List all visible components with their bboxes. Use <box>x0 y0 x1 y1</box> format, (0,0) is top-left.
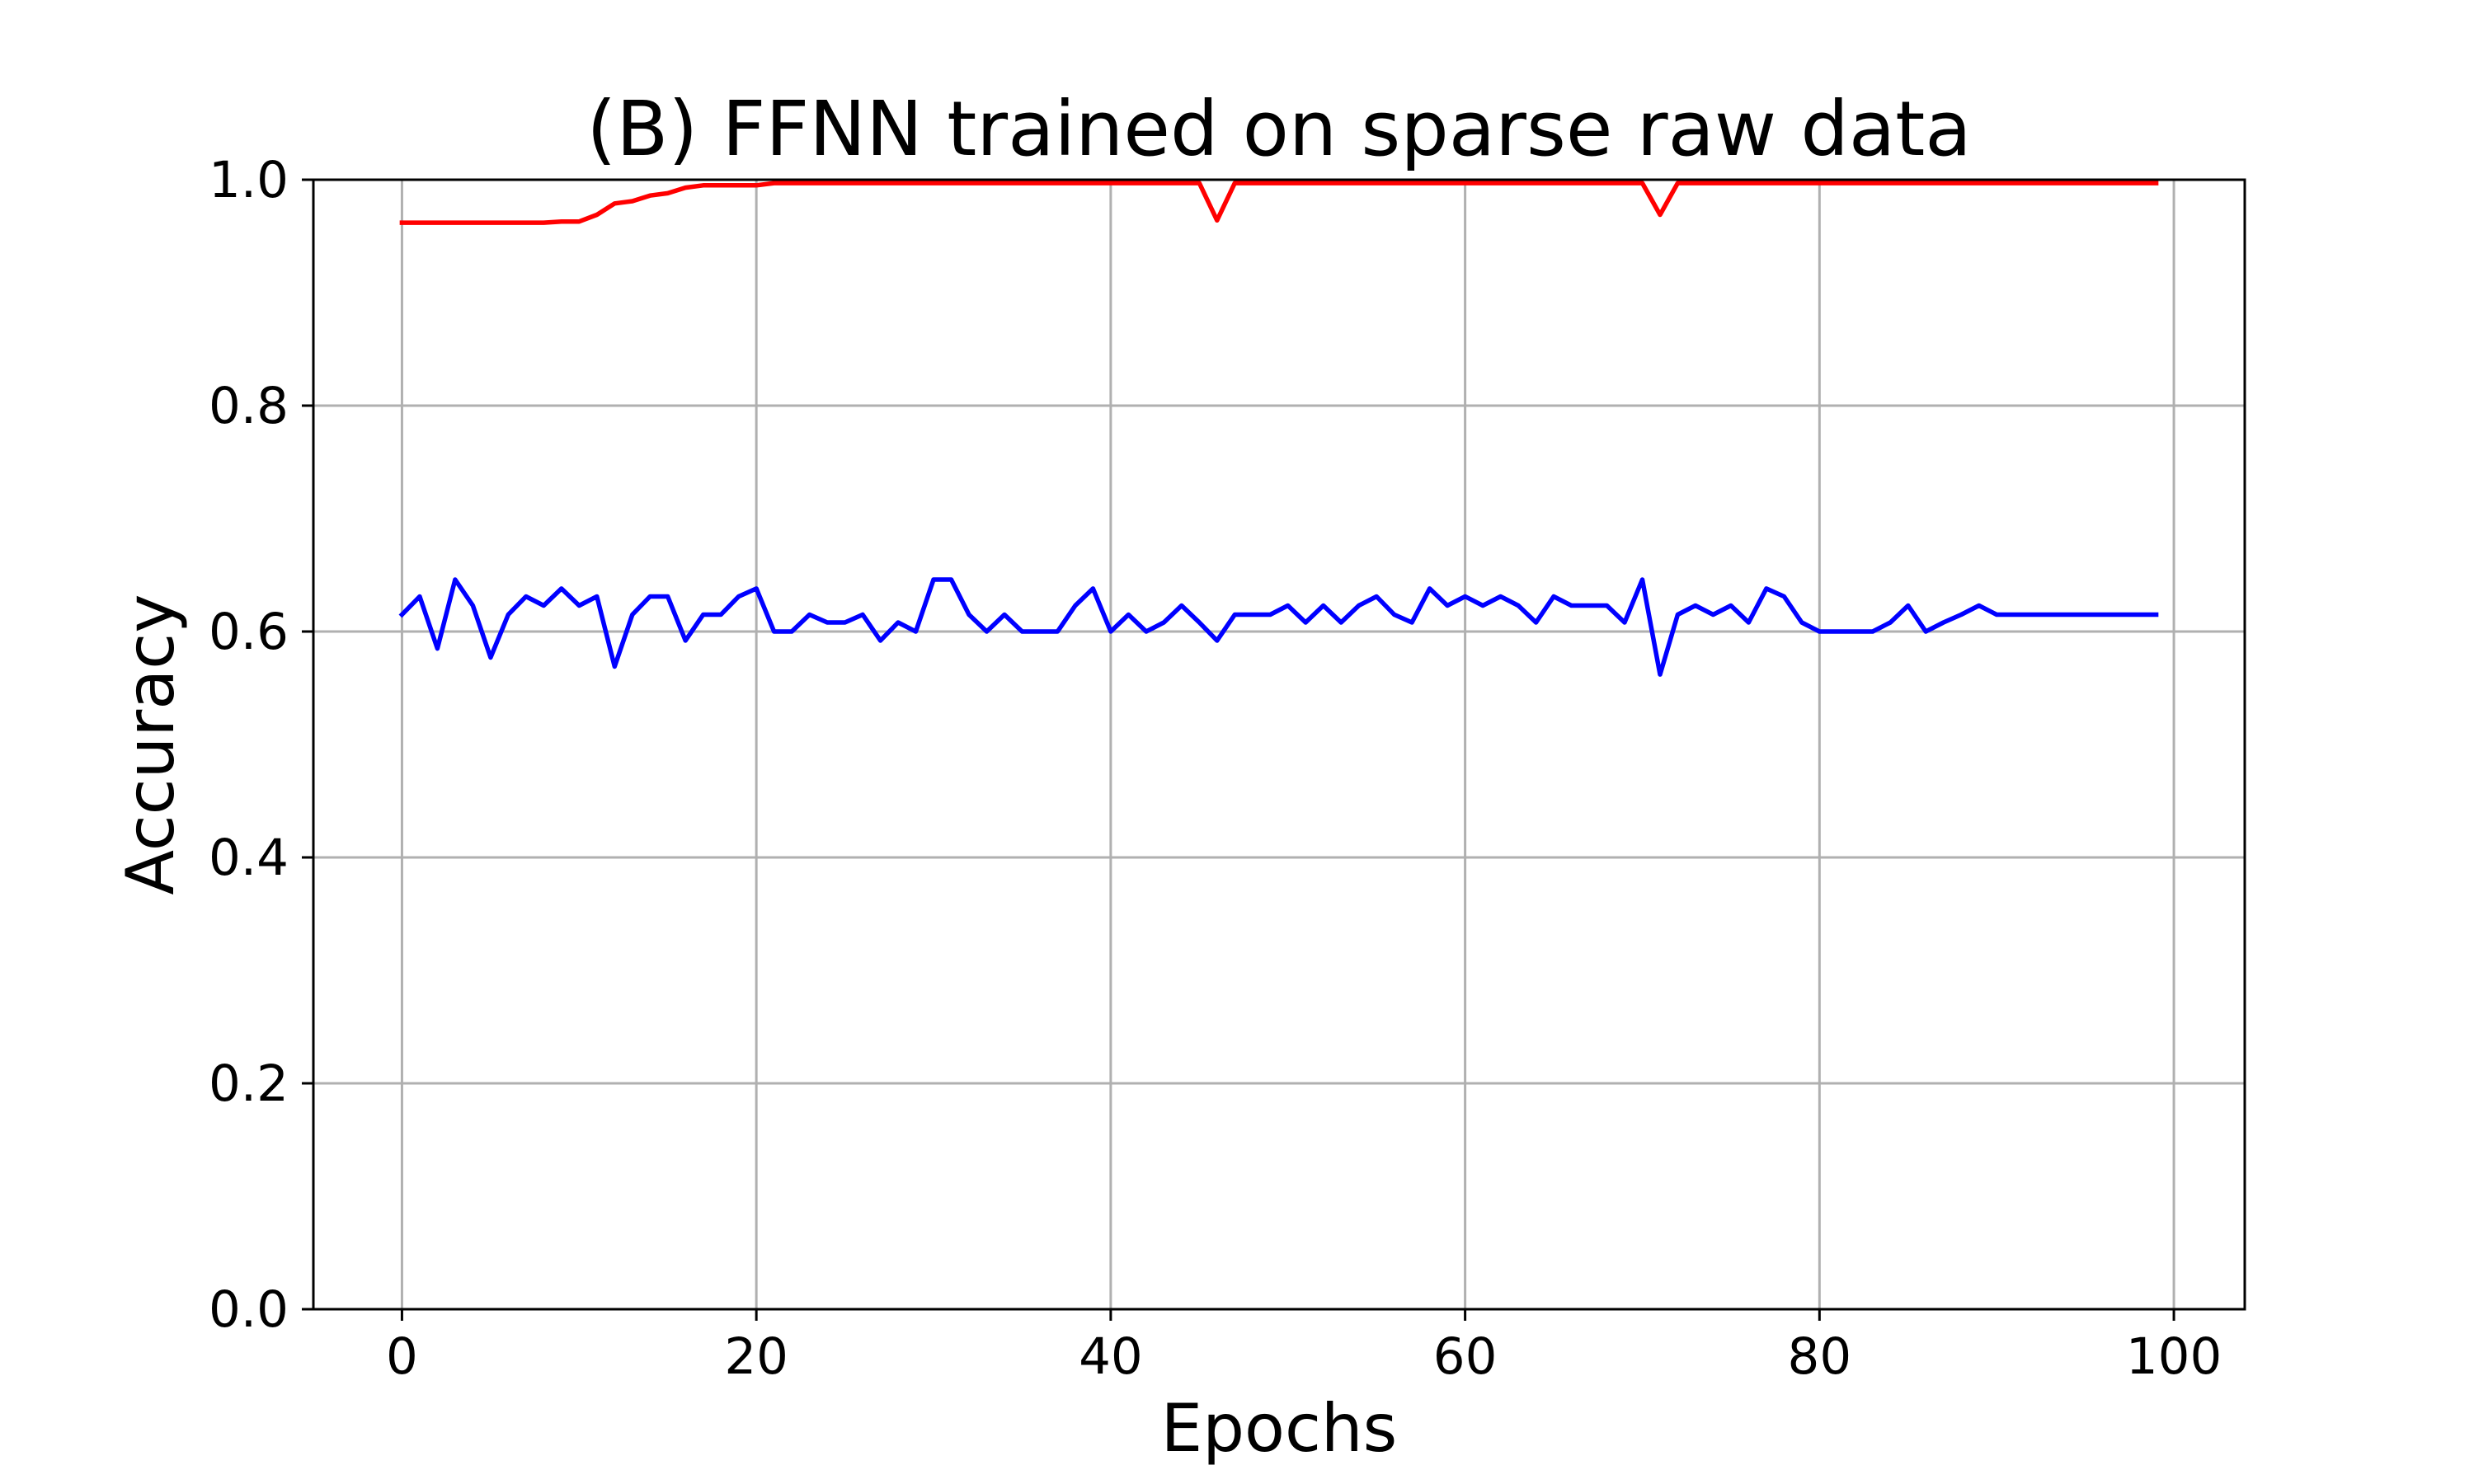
series-line-1 <box>399 181 2159 225</box>
y-tick-label: 0.4 <box>209 829 289 887</box>
plot-frame <box>312 178 2246 1311</box>
x-tick-label: 100 <box>2126 1327 2222 1386</box>
y-tick-label: 0.0 <box>209 1280 289 1339</box>
x-tick-label: 40 <box>1079 1327 1143 1386</box>
x-tick-label: 0 <box>386 1327 418 1386</box>
x-tick-label: 60 <box>1433 1327 1498 1386</box>
y-tick-label: 1.0 <box>209 151 289 209</box>
x-tick-label: 20 <box>724 1327 788 1386</box>
y-tick-label: 0.6 <box>209 603 289 661</box>
axis-ticks: 0 20 40 60 80 100 0.0 0.2 0.4 0.6 0.8 1.0 <box>209 151 2222 1386</box>
x-axis-label: Epochs <box>1161 1390 1398 1467</box>
series-lines <box>398 181 2159 677</box>
x-tick-label: 80 <box>1788 1327 1852 1386</box>
y-tick-label: 0.8 <box>209 377 289 435</box>
chart-title: (B) FFNN trained on sparse raw data <box>586 85 1971 173</box>
y-axis-label: Accuracy <box>112 594 189 895</box>
y-tick-label: 0.2 <box>209 1054 289 1113</box>
series-line-2 <box>398 577 2159 677</box>
